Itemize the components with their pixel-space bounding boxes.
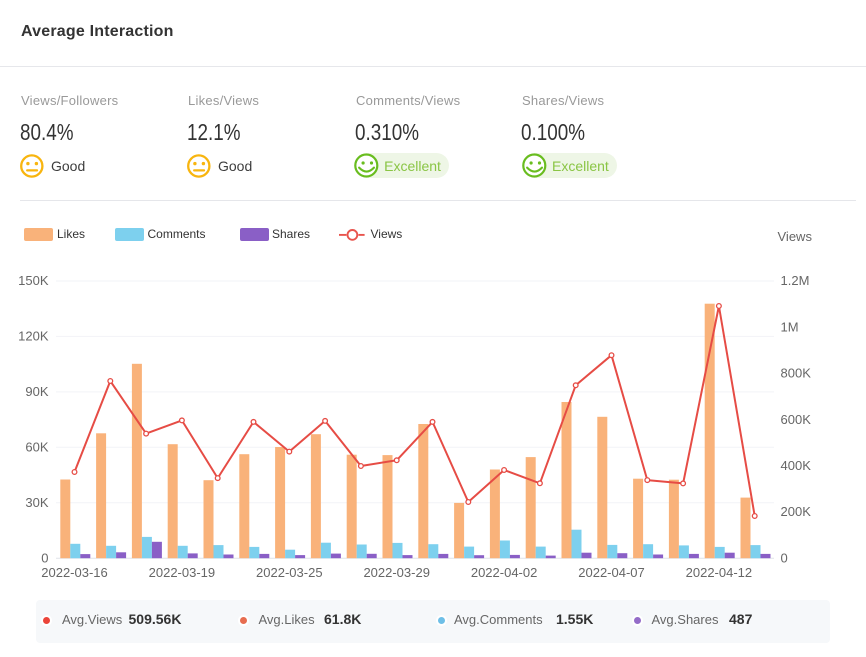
- svg-text:1M: 1M: [781, 319, 799, 334]
- svg-text:600K: 600K: [781, 412, 812, 427]
- svg-text:2022-03-16: 2022-03-16: [41, 565, 108, 580]
- svg-text:400K: 400K: [781, 458, 812, 473]
- svg-text:30K: 30K: [25, 495, 48, 510]
- svg-text:0: 0: [781, 550, 788, 565]
- svg-text:2022-04-12: 2022-04-12: [686, 565, 753, 580]
- svg-text:150K: 150K: [18, 273, 49, 288]
- svg-text:800K: 800K: [781, 366, 812, 381]
- svg-text:1.2M: 1.2M: [781, 273, 810, 288]
- svg-text:2022-03-19: 2022-03-19: [149, 565, 216, 580]
- svg-text:90K: 90K: [25, 384, 48, 399]
- svg-text:0: 0: [41, 550, 48, 565]
- svg-text:2022-04-07: 2022-04-07: [578, 565, 645, 580]
- svg-text:200K: 200K: [781, 504, 812, 519]
- svg-text:2022-03-25: 2022-03-25: [256, 565, 323, 580]
- svg-text:60K: 60K: [25, 440, 48, 455]
- svg-text:120K: 120K: [18, 329, 49, 344]
- svg-text:2022-03-29: 2022-03-29: [363, 565, 430, 580]
- svg-text:2022-04-02: 2022-04-02: [471, 565, 538, 580]
